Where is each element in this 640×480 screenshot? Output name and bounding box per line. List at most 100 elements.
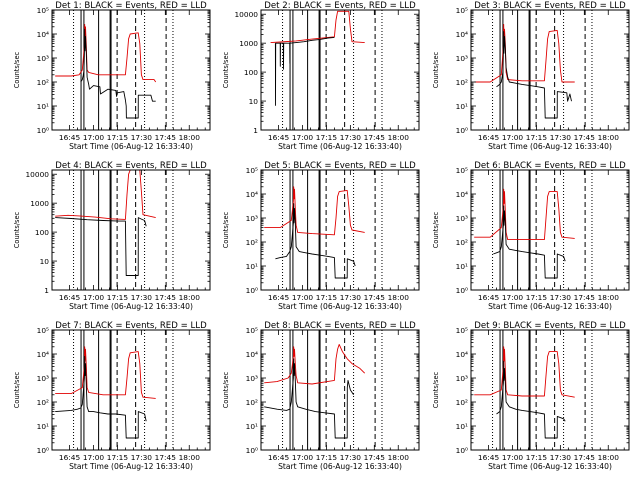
y-tick-label: 10¹ (456, 422, 468, 431)
x-axis-label: Start Time (06-Aug-12 16:33:40) (278, 142, 402, 151)
panel-title: Det 5: BLACK = Events, RED = LLD (264, 161, 416, 171)
detector-panel-9: Det 9: BLACK = Events, RED = LLD 10⁰ 10¹ 10… (432, 321, 630, 471)
x-tick-label: 17:15 (526, 133, 548, 142)
y-tick-label: 10³ (456, 54, 468, 63)
x-tick-label: 17:30 (550, 293, 572, 302)
events-curve (80, 28, 156, 119)
lld-curve (270, 10, 365, 44)
x-tick-label: 16:45 (268, 453, 290, 462)
x-tick-label: 17:15 (316, 293, 338, 302)
x-tick-label: 17:30 (131, 133, 153, 142)
x-tick-label: 16:45 (268, 133, 290, 142)
y-tick-label: 10³ (37, 54, 49, 63)
y-tick-label: 10¹ (456, 262, 468, 271)
y-tick-label: 10⁰ (456, 126, 468, 135)
events-curve (493, 205, 566, 279)
panel-title: Det 7: BLACK = Events, RED = LLD (55, 321, 207, 331)
panel-title: Det 1: BLACK = Events, RED = LLD (55, 1, 207, 11)
y-tick-label: 10² (246, 238, 258, 247)
events-curve (496, 360, 566, 439)
lld-curve (55, 169, 156, 220)
x-tick-label: 17:30 (340, 453, 362, 462)
y-tick-label: 10³ (37, 374, 49, 383)
y-tick-label: 10⁰ (37, 126, 49, 135)
y-tick-label: 10¹ (37, 102, 49, 111)
x-tick-label: 18:00 (598, 293, 620, 302)
lld-curve (474, 23, 575, 83)
lld-curve (264, 343, 366, 385)
x-axis-label: Start Time (06-Aug-12 16:33:40) (488, 142, 612, 151)
detector-panel-5: Det 5: BLACK = Events, RED = LLD 10⁰ 10¹ 10… (222, 161, 420, 311)
y-tick-label: 10² (37, 78, 49, 87)
events-curve (274, 36, 335, 106)
y-tick-label: 10⁵ (456, 326, 468, 335)
detector-panel-3: Det 3: BLACK = Events, RED = LLD 10⁰ 10¹ 10… (432, 1, 630, 151)
x-tick-label: 17:15 (526, 293, 548, 302)
y-tick-label: 10⁵ (37, 326, 49, 335)
y-tick-label: 100 (244, 68, 258, 77)
y-tick-label: 1000 (30, 199, 49, 208)
y-tick-label: 10¹ (246, 262, 258, 271)
panel-title: Det 2: BLACK = Events, RED = LLD (264, 1, 416, 11)
detector-panel-2: Det 2: BLACK = Events, RED = LLD 1 10 100 10… (222, 1, 420, 151)
panel-title: Det 4: BLACK = Events, RED = LLD (55, 161, 207, 171)
y-tick-label: 10⁴ (37, 350, 49, 359)
y-tick-label: 1 (253, 126, 258, 135)
y-tick-label: 10 (40, 257, 50, 266)
x-tick-label: 18:00 (179, 293, 201, 302)
plot-frame (260, 329, 420, 451)
panel-title: Det 6: BLACK = Events, RED = LLD (474, 161, 626, 171)
x-tick-label: 18:00 (598, 453, 620, 462)
y-tick-label: 10⁴ (37, 30, 49, 39)
y-tick-label: 10² (456, 78, 468, 87)
x-axis-label: Start Time (06-Aug-12 16:33:40) (69, 302, 193, 311)
x-tick-label: 17:45 (574, 453, 596, 462)
x-tick-label: 17:15 (316, 133, 338, 142)
x-tick-label: 16:45 (478, 293, 500, 302)
y-tick-label: 10⁰ (246, 286, 258, 295)
x-tick-label: 17:30 (340, 133, 362, 142)
x-tick-label: 17:45 (364, 453, 386, 462)
plot-frame (260, 169, 420, 291)
lld-curve (55, 346, 156, 399)
x-tick-label: 16:45 (59, 453, 81, 462)
y-tick-label: 1000 (239, 39, 258, 48)
y-tick-label: 10³ (246, 214, 258, 223)
x-tick-label: 16:45 (268, 293, 290, 302)
events-curve (55, 355, 147, 439)
y-tick-label: 10³ (456, 374, 468, 383)
x-tick-label: 17:00 (502, 133, 524, 142)
x-axis-label: Start Time (06-Aug-12 16:33:40) (69, 462, 193, 471)
y-tick-label: 10⁰ (456, 446, 468, 455)
x-axis-label: Start Time (06-Aug-12 16:33:40) (488, 302, 612, 311)
lld-curve (55, 23, 157, 83)
x-tick-label: 17:00 (502, 453, 524, 462)
x-tick-label: 17:45 (155, 453, 177, 462)
events-curve (264, 358, 354, 439)
x-tick-label: 17:00 (83, 293, 105, 302)
y-tick-label: 10³ (246, 374, 258, 383)
plot-frame (470, 169, 630, 291)
x-tick-label: 17:30 (550, 453, 572, 462)
x-tick-label: 17:00 (83, 133, 105, 142)
events-curve (55, 217, 147, 276)
y-axis-label: Counts/sec (13, 51, 21, 88)
x-tick-label: 18:00 (388, 453, 410, 462)
x-tick-label: 18:00 (388, 293, 410, 302)
x-tick-label: 16:45 (478, 133, 500, 142)
y-axis-label: Counts/sec (222, 51, 230, 88)
y-tick-label: 10 (249, 97, 259, 106)
events-curve (275, 203, 356, 279)
plot-frame (470, 329, 630, 451)
x-axis-label: Start Time (06-Aug-12 16:33:40) (488, 462, 612, 471)
detector-panel-7: Det 7: BLACK = Events, RED = LLD 10⁰ 10¹ 10… (13, 321, 211, 471)
x-tick-label: 16:45 (478, 453, 500, 462)
plot-frame (51, 9, 211, 131)
x-tick-label: 18:00 (179, 453, 201, 462)
detector-panel-8: Det 8: BLACK = Events, RED = LLD 10⁰ 10¹ 10… (222, 321, 420, 471)
y-tick-label: 10¹ (246, 422, 258, 431)
x-tick-label: 17:45 (155, 133, 177, 142)
y-tick-label: 10⁰ (246, 446, 258, 455)
y-tick-label: 10⁵ (37, 6, 49, 15)
y-tick-label: 10000 (234, 10, 258, 19)
